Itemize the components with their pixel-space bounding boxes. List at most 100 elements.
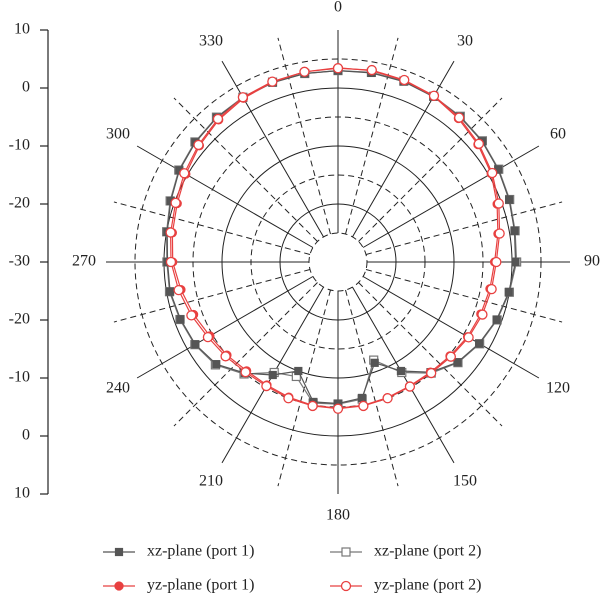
marker <box>491 256 502 268</box>
spoke-dashed <box>113 201 311 255</box>
marker <box>191 340 200 349</box>
r-tick-label: -20 <box>9 311 30 328</box>
marker <box>165 227 176 238</box>
marker <box>486 283 497 295</box>
marker <box>283 393 294 404</box>
spoke <box>352 60 455 238</box>
angle-label: 150 <box>453 473 477 490</box>
angle-label: 210 <box>199 473 223 490</box>
legend-label: yz-plane (port 2) <box>374 577 482 594</box>
marker <box>510 226 519 235</box>
marker <box>307 400 318 412</box>
angle-label: 90 <box>584 253 600 270</box>
r-tick-label: -30 <box>9 253 30 270</box>
marker <box>202 331 214 343</box>
marker <box>165 256 177 268</box>
marker <box>404 381 416 392</box>
marker <box>299 66 310 77</box>
series <box>165 63 505 414</box>
marker <box>477 309 488 320</box>
marker <box>186 310 197 321</box>
marker <box>426 367 437 379</box>
angle-label: 60 <box>550 126 566 143</box>
marker <box>220 351 231 362</box>
spoke-dashed <box>277 37 331 235</box>
angle-label: 240 <box>106 380 130 397</box>
legend-label: xz-plane (port 1) <box>147 543 255 560</box>
spoke-dashed <box>358 97 503 242</box>
legend-label: xz-plane (port 2) <box>374 543 482 560</box>
spoke <box>136 145 314 248</box>
marker <box>170 197 181 209</box>
marker <box>370 358 379 367</box>
angle-label: 330 <box>199 33 223 50</box>
marker <box>176 315 185 324</box>
marker <box>487 167 498 179</box>
marker <box>366 64 377 76</box>
marker <box>332 403 344 414</box>
angle-label: 270 <box>72 253 96 270</box>
marker <box>493 198 504 209</box>
spoke-dashed <box>365 269 563 323</box>
marker <box>454 112 465 123</box>
marker <box>267 76 278 87</box>
marker <box>294 366 303 376</box>
legend-label: yz-plane (port 1) <box>147 577 255 594</box>
spoke <box>221 60 324 238</box>
marker <box>212 360 221 369</box>
r-tick-label: -20 <box>9 195 30 212</box>
r-tick-label: 0 <box>22 427 30 444</box>
marker <box>492 315 501 324</box>
spoke-dashed <box>173 97 318 242</box>
marker <box>475 339 484 348</box>
legend-marker <box>341 547 351 557</box>
marker <box>505 195 514 204</box>
legend-marker <box>340 580 352 592</box>
spoke-dashed <box>365 201 563 255</box>
angle-label: 180 <box>326 507 350 524</box>
spoke <box>362 276 540 379</box>
spoke <box>362 145 540 248</box>
r-tick-label: 0 <box>22 79 30 96</box>
marker <box>358 400 369 412</box>
r-tick-label: -10 <box>9 369 30 386</box>
marker <box>445 351 457 362</box>
marker <box>193 139 204 151</box>
marker <box>428 90 440 101</box>
r-tick-label: 10 <box>14 21 30 38</box>
marker <box>332 63 344 74</box>
spoke-dashed <box>345 289 399 487</box>
marker <box>473 138 484 149</box>
marker <box>396 366 406 376</box>
marker <box>382 393 393 404</box>
spoke-dashed <box>358 282 503 427</box>
marker <box>357 393 367 403</box>
marker <box>463 332 474 343</box>
angle-label: 120 <box>546 380 570 397</box>
marker <box>511 257 520 267</box>
spoke-dashed <box>113 269 311 323</box>
marker <box>212 113 224 125</box>
marker <box>504 288 513 297</box>
angle-label: 0 <box>334 0 342 16</box>
legend-marker <box>114 581 124 591</box>
marker <box>237 92 249 103</box>
marker <box>165 287 175 296</box>
angle-label: 300 <box>106 126 130 143</box>
spoke-dashed <box>345 37 399 235</box>
marker <box>179 168 190 179</box>
spoke <box>136 276 314 379</box>
legend-marker <box>114 547 124 557</box>
r-tick-label: 10 <box>14 485 30 502</box>
r-tick-label: -10 <box>9 137 30 154</box>
marker <box>268 370 277 380</box>
grid-circle <box>308 232 368 292</box>
marker <box>399 74 410 86</box>
marker <box>453 358 462 367</box>
marker <box>240 367 251 378</box>
marker <box>173 284 184 296</box>
spoke-dashed <box>173 282 318 427</box>
marker <box>261 380 272 392</box>
marker <box>494 228 505 239</box>
